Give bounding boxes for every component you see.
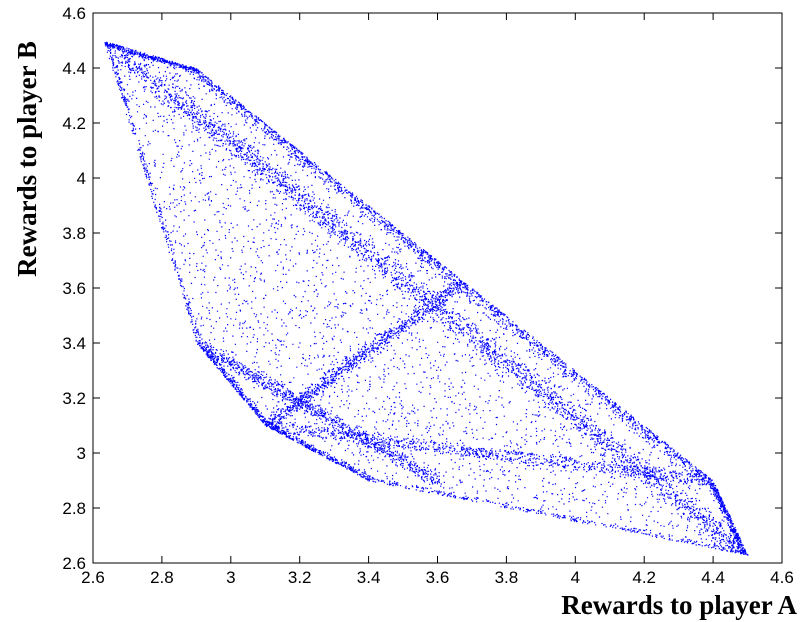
x-tick-label: 2.8 <box>150 568 174 587</box>
scatter-points <box>104 41 749 556</box>
y-tick-label: 3.4 <box>62 334 86 353</box>
y-tick-label: 3.8 <box>62 224 86 243</box>
x-tick-labels: 2.6 2.8 3 3.2 3.4 3.6 3.8 4 4.2 4.4 4.6 <box>81 568 794 587</box>
y-axis-title: Rewards to player B <box>12 41 42 277</box>
x-tick-label: 3.8 <box>495 568 519 587</box>
x-tick-label: 4.6 <box>770 568 794 587</box>
x-tick-label: 3.4 <box>357 568 381 587</box>
y-tick-label: 4 <box>77 169 86 188</box>
x-tick-label: 3.6 <box>426 568 450 587</box>
y-tick-label: 2.6 <box>62 554 86 573</box>
y-tick-label: 4.6 <box>62 4 86 23</box>
plot-frame <box>92 12 783 564</box>
y-tick-labels: 2.6 2.8 3 3.2 3.4 3.6 3.8 4 4.2 4.4 4.6 <box>62 4 86 573</box>
y-tick-label: 3.6 <box>62 279 86 298</box>
plot-background <box>93 13 782 563</box>
y-tick-label: 3 <box>77 444 86 463</box>
x-tick-label: 2.6 <box>81 568 105 587</box>
x-tick-label: 4.4 <box>701 568 725 587</box>
x-axis-title: Rewards to player A <box>561 590 797 620</box>
y-tick-label: 4.2 <box>62 114 86 133</box>
x-tick-label: 3 <box>226 568 235 587</box>
data-points <box>104 41 749 556</box>
x-tick-label: 3.2 <box>288 568 312 587</box>
y-tick-label: 4.4 <box>62 59 86 78</box>
x-tick-label: 4 <box>571 568 580 587</box>
x-tick-label: 4.2 <box>632 568 656 587</box>
y-tick-label: 3.2 <box>62 389 86 408</box>
y-tick-label: 2.8 <box>62 499 86 518</box>
